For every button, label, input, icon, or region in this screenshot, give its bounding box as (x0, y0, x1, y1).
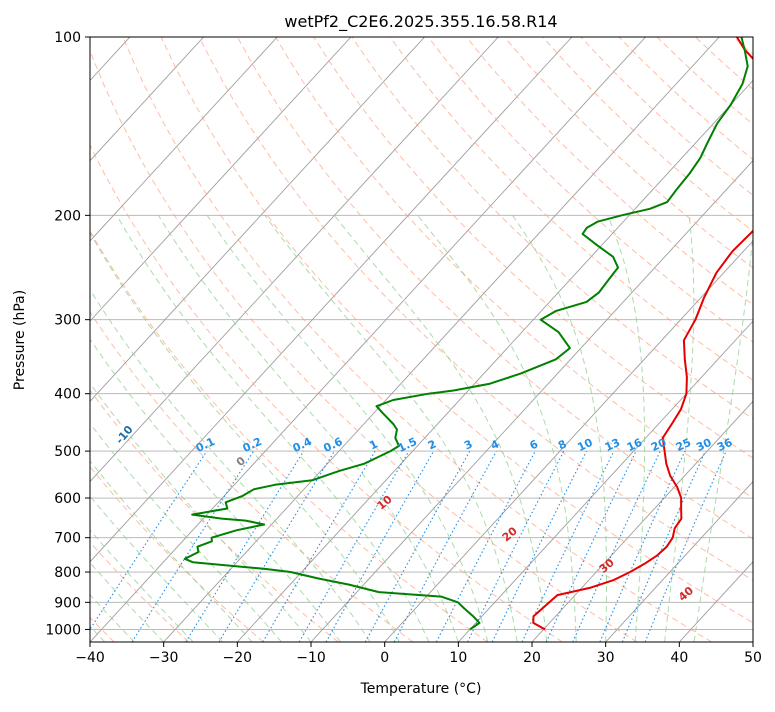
y-axis-label: Pressure (hPa) (12, 290, 28, 390)
x-axis-label: Temperature (°C) (360, 681, 482, 697)
y-tick-label: 300 (54, 313, 81, 329)
y-tick-label: 200 (54, 208, 81, 224)
y-tick-label: 600 (54, 491, 81, 507)
x-tick-label: −10 (296, 650, 326, 666)
x-tick-label: 10 (449, 650, 467, 666)
y-tick-label: 800 (54, 565, 81, 581)
plot-background (90, 37, 753, 642)
y-tick-label: 1000 (45, 622, 81, 638)
x-tick-label: 20 (523, 650, 541, 666)
y-tick-label: 100 (54, 30, 81, 46)
chart-title: wetPf2_C2E6.2025.355.16.58.R14 (284, 12, 557, 32)
x-tick-label: 50 (744, 650, 762, 666)
x-tick-label: −30 (149, 650, 179, 666)
x-tick-label: 30 (597, 650, 615, 666)
y-tick-label: 400 (54, 387, 81, 403)
y-tick-label: 900 (54, 595, 81, 611)
x-tick-label: 0 (380, 650, 389, 666)
x-tick-label: −20 (223, 650, 253, 666)
y-tick-label: 500 (54, 444, 81, 460)
x-tick-label: −40 (75, 650, 105, 666)
y-tick-label: 700 (54, 531, 81, 547)
x-tick-label: 40 (670, 650, 688, 666)
